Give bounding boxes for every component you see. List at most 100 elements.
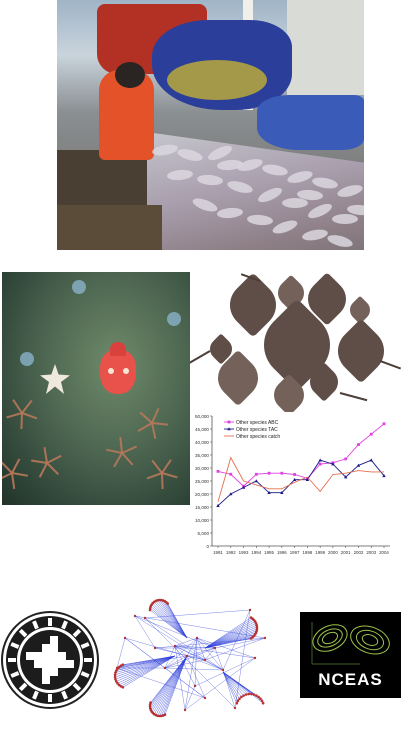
x-tick-label: 1996 bbox=[277, 550, 287, 555]
network-graph bbox=[105, 598, 275, 718]
skate bbox=[328, 318, 394, 384]
yellow-net bbox=[167, 60, 267, 100]
data-point bbox=[305, 477, 310, 481]
legend-label: Other species catch bbox=[236, 434, 280, 440]
data-point bbox=[318, 458, 322, 462]
y-tick-label: 40,000 bbox=[195, 440, 209, 445]
skates-photo bbox=[190, 272, 404, 412]
data-point bbox=[216, 503, 220, 507]
skate-tail bbox=[190, 350, 211, 367]
data-point bbox=[356, 463, 361, 467]
fisher-hat bbox=[115, 62, 145, 88]
x-tick-label: 1992 bbox=[226, 550, 236, 555]
series-line bbox=[217, 423, 385, 487]
brittle-star-arm bbox=[20, 412, 23, 430]
nceas-butterfly-icon bbox=[311, 622, 390, 665]
rockfish-eye bbox=[123, 368, 129, 374]
chart-axes: 0 5,000 10,000 15,000 20,000 25,000 30,000 35,0… bbox=[195, 414, 390, 555]
x-tick-label: 1999 bbox=[315, 550, 325, 555]
data-point bbox=[293, 473, 297, 476]
brittle-star-arm bbox=[161, 472, 178, 479]
wheelhouse bbox=[287, 0, 364, 95]
wooden-bin-lower bbox=[57, 205, 162, 250]
y-tick-label: 5,000 bbox=[198, 531, 210, 536]
x-tick-label: 1997 bbox=[290, 550, 300, 555]
data-point bbox=[267, 490, 271, 494]
data-point bbox=[343, 475, 348, 479]
legend-label: Other species TAC bbox=[236, 427, 278, 433]
x-tick-label: 2002 bbox=[354, 550, 364, 555]
data-point bbox=[216, 469, 220, 473]
data-point bbox=[292, 477, 297, 481]
x-tick-label: 1993 bbox=[239, 550, 249, 555]
x-tick-label: 2000 bbox=[328, 550, 338, 555]
brittle-star-arm bbox=[161, 472, 164, 490]
sea-star bbox=[40, 364, 70, 394]
x-tick-label: 1998 bbox=[302, 550, 312, 555]
fish bbox=[282, 198, 308, 208]
brittle-star-arm bbox=[46, 462, 60, 476]
rockfish-eye bbox=[108, 368, 114, 374]
coral bbox=[167, 312, 181, 326]
data-point bbox=[267, 471, 271, 475]
brittle-star-arm bbox=[11, 458, 21, 474]
circular-emblem bbox=[0, 610, 100, 710]
chart-lines bbox=[216, 422, 386, 507]
data-point bbox=[369, 458, 373, 462]
data-point bbox=[369, 432, 373, 436]
y-tick-label: 0 bbox=[206, 544, 209, 549]
nceas-logo: NCEAS bbox=[300, 612, 401, 698]
data-point bbox=[280, 490, 284, 494]
y-tick-label: 35,000 bbox=[195, 453, 209, 458]
underwater-photo bbox=[2, 272, 190, 505]
brittle-star-arm bbox=[21, 399, 33, 414]
y-tick-label: 30,000 bbox=[195, 466, 209, 471]
skate-tail bbox=[379, 360, 402, 370]
blue-net-right bbox=[257, 95, 364, 150]
legend-marker bbox=[227, 420, 231, 424]
y-tick-label: 10,000 bbox=[195, 518, 209, 523]
brittle-star-arm bbox=[151, 422, 157, 439]
data-point bbox=[382, 474, 386, 478]
brittle-star-arm bbox=[151, 422, 169, 426]
fishing-deck-photo bbox=[57, 0, 364, 250]
y-tick-label: 50,000 bbox=[195, 414, 209, 419]
x-tick-label: 1995 bbox=[264, 550, 274, 555]
x-tick-label: 2001 bbox=[341, 550, 351, 555]
brittle-star-arm bbox=[121, 452, 134, 466]
data-point bbox=[318, 462, 322, 466]
data-point bbox=[254, 479, 259, 483]
emblem-svg bbox=[1, 611, 99, 709]
brittle-star-arm bbox=[21, 412, 38, 420]
x-tick-label: 2004 bbox=[379, 550, 389, 555]
legend-marker bbox=[227, 427, 231, 431]
data-point bbox=[254, 472, 258, 476]
x-tick-label: 1991 bbox=[213, 550, 223, 555]
rockfish bbox=[100, 350, 136, 394]
y-tick-label: 15,000 bbox=[195, 505, 209, 510]
legend-label: Other species ABC bbox=[236, 420, 279, 426]
network-svg bbox=[113, 598, 267, 718]
catch-chart: 0 5,000 10,000 15,000 20,000 25,000 30,000 35,0… bbox=[188, 410, 394, 560]
fish bbox=[332, 214, 358, 224]
skate-tail bbox=[339, 392, 368, 402]
data-point bbox=[331, 462, 335, 466]
rockfish-fin bbox=[110, 342, 126, 356]
brittle-star-arm bbox=[11, 472, 28, 477]
data-point bbox=[241, 485, 246, 489]
x-tick-label: 2003 bbox=[366, 550, 376, 555]
y-tick-label: 45,000 bbox=[195, 427, 209, 432]
data-point bbox=[229, 492, 233, 496]
brittle-star-arm bbox=[38, 462, 48, 478]
brittle-star-arm bbox=[46, 454, 62, 464]
x-tick-label: 1994 bbox=[251, 550, 261, 555]
series-line bbox=[217, 456, 384, 502]
data-point bbox=[357, 443, 360, 446]
y-tick-label: 20,000 bbox=[195, 492, 209, 497]
series-line bbox=[217, 459, 385, 507]
data-point bbox=[344, 457, 348, 461]
y-tick-label: 25,000 bbox=[195, 479, 209, 484]
coral bbox=[72, 280, 86, 294]
chart-svg: 0 5,000 10,000 15,000 20,000 25,000 30,000 35,0… bbox=[195, 414, 390, 555]
